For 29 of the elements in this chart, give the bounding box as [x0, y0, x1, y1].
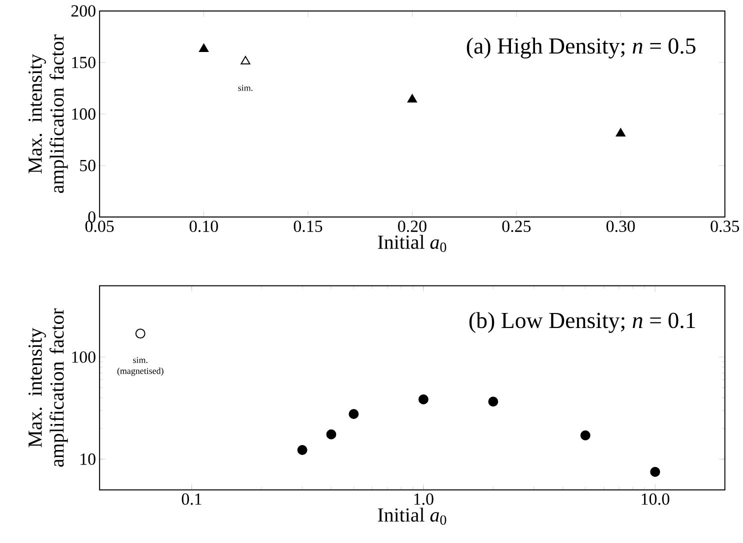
y-tick-label: 150	[72, 56, 96, 68]
x-tick-label: 0.25	[502, 220, 531, 232]
x-tick-label: 0.1	[182, 494, 202, 506]
point	[407, 94, 418, 103]
x-axis-title: Initial a$_{0}$	[378, 508, 446, 525]
y-axis-title: Max. intensity amplification factor	[28, 34, 68, 194]
x-tick-label: 0.10	[190, 220, 218, 232]
y-tick-label: 100	[72, 352, 96, 363]
text: (a) High Density; n = 0.5	[466, 38, 696, 59]
x-axis-title: Initial a$_{0}$	[378, 235, 446, 252]
y-tick-label: 0	[88, 212, 96, 223]
x-tick-label: 0.35	[710, 220, 740, 232]
y-tick-label: 50	[80, 160, 96, 172]
y-axis-title: Max. intensity amplification factor	[28, 308, 68, 467]
y-tick-label: 10	[80, 454, 96, 466]
x-tick-label: 0.15	[294, 220, 322, 232]
y-tick-label: 200	[71, 5, 96, 17]
point	[616, 128, 626, 137]
point	[198, 44, 209, 52]
x-tick-label: 0.20	[398, 220, 426, 232]
point	[240, 56, 250, 65]
x-tick-label: 0.30	[606, 220, 635, 232]
text: (b) Low Density; n = 0.1	[469, 312, 695, 334]
x-tick-label: 1.0	[414, 494, 434, 506]
y-tick-label: 100	[72, 108, 96, 120]
annotation: sim.	[238, 85, 252, 92]
x-tick-label: 0.05	[85, 220, 114, 232]
annotation: sim. (magnetised)	[117, 357, 164, 376]
x-tick-label: 10.0	[642, 494, 670, 506]
